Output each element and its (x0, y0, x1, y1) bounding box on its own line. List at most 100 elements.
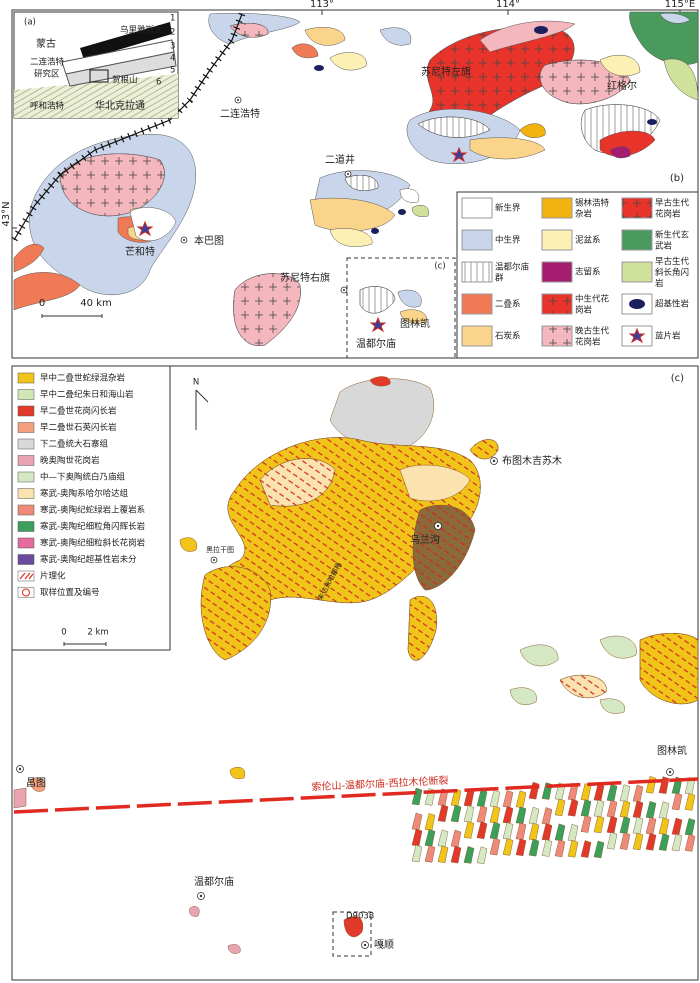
rock-unit (189, 906, 200, 917)
legend-label: 泥盆系 (575, 235, 601, 246)
rock-unit (463, 821, 475, 839)
scale-bar (63, 642, 107, 646)
rock-unit (329, 52, 367, 71)
legend-swatch (17, 438, 35, 450)
legend-swatch (462, 230, 492, 250)
rock-unit (599, 698, 625, 714)
place-label: 图林凯 (400, 317, 430, 330)
scale-label: 40 km (80, 298, 111, 309)
scale-bar (41, 314, 103, 318)
rock-unit (671, 833, 683, 852)
legend-label: 超基性岩 (655, 299, 690, 310)
north-arrow (195, 389, 209, 430)
legend-swatch (17, 570, 35, 582)
latitude-label: 43°N (1, 201, 12, 226)
legend-swatch (542, 230, 572, 250)
ultrabasic-body (534, 26, 548, 34)
rock-unit (599, 635, 637, 659)
legend-swatch (622, 198, 652, 218)
rock-unit (399, 464, 471, 502)
legend-swatch (622, 262, 652, 282)
rock-unit (489, 837, 501, 856)
legend-swatch (462, 262, 492, 282)
rock-unit (541, 839, 553, 857)
legend-box (11, 365, 171, 651)
inset-place: 二连浩特 (30, 57, 65, 68)
legend-label: 早二叠世石英闪长岩 (40, 422, 117, 433)
place-label: 二道井 (325, 153, 355, 166)
blueschist-star (450, 146, 468, 163)
scale-bar (63, 642, 107, 646)
rock-unit (559, 674, 607, 699)
ultrabasic-body (647, 119, 657, 125)
rock-unit (13, 376, 699, 954)
legend-label: 新生界 (495, 203, 521, 214)
rock-unit (343, 916, 364, 938)
zone-number: 5 (170, 66, 175, 76)
zone-number: 1 (170, 14, 175, 24)
rock-unit (229, 767, 246, 779)
scale-label: 0 (39, 298, 45, 309)
rock-unit (450, 845, 462, 864)
place-marker (492, 459, 496, 463)
blueschist-star (136, 146, 468, 333)
legend-label: 寒武-奥陶纪超基性岩未分 (40, 554, 137, 565)
rock-unit (629, 11, 699, 66)
rock-unit (469, 439, 499, 460)
rock-unit (13, 11, 699, 347)
rock-unit (567, 798, 579, 817)
place-marker (363, 943, 367, 947)
rock-unit (179, 537, 198, 552)
rock-unit (329, 228, 373, 247)
legend-label: 中—下奥陶统白乃庙组 (40, 472, 126, 483)
place-marker (347, 173, 349, 175)
legend-label: 寒武-奥陶系哈尔哈达组 (40, 488, 129, 499)
rock-unit (59, 153, 165, 217)
legend-swatch (542, 326, 572, 346)
ultrabasic-body (314, 26, 657, 234)
legend-label: 新生代玄武岩 (655, 229, 690, 251)
legend-swatch (17, 471, 35, 483)
place-label: 二连浩特 (220, 107, 260, 120)
place-marker (668, 770, 672, 774)
legend-swatch (462, 294, 492, 314)
legend-label: 寒武-奥陶纪细粒斜长花岗岩 (40, 538, 146, 549)
rock-unit (659, 13, 691, 24)
place-marker (18, 767, 22, 771)
inset-map (89, 69, 109, 83)
legend-swatch (22, 588, 30, 597)
rock-unit (437, 804, 449, 822)
inset-place: 蒙古 (36, 37, 56, 50)
rock-unit (399, 309, 427, 324)
rock-unit (304, 27, 346, 46)
rock-unit (369, 376, 391, 387)
rock-unit (671, 792, 683, 811)
rock-unit (554, 839, 566, 858)
rock-unit (437, 845, 449, 863)
rock-unit (407, 596, 437, 661)
longitude-label: 113° (310, 0, 334, 10)
rock-unit (509, 687, 537, 705)
rock-unit (639, 633, 699, 705)
rock-unit (379, 27, 412, 46)
north-arrow (195, 389, 209, 430)
rock-unit (399, 188, 420, 203)
ultrabasic-body (398, 209, 406, 215)
rock-unit (227, 944, 241, 954)
rock-unit (658, 833, 670, 851)
rock-unit (411, 205, 430, 217)
place-label: 本巴图 (194, 234, 224, 247)
legend-swatch (17, 554, 35, 565)
rock-unit (539, 59, 631, 105)
legend-swatch (17, 521, 35, 532)
sample-box (332, 911, 372, 957)
legend-swatch (17, 488, 35, 499)
rock-unit (632, 832, 644, 851)
inset-place: 呼和浩特 (30, 101, 65, 112)
legend-label: 蓝片岩 (655, 331, 681, 342)
rock-unit (479, 20, 576, 53)
legend-swatch (17, 455, 35, 466)
legend-swatch (629, 299, 645, 309)
